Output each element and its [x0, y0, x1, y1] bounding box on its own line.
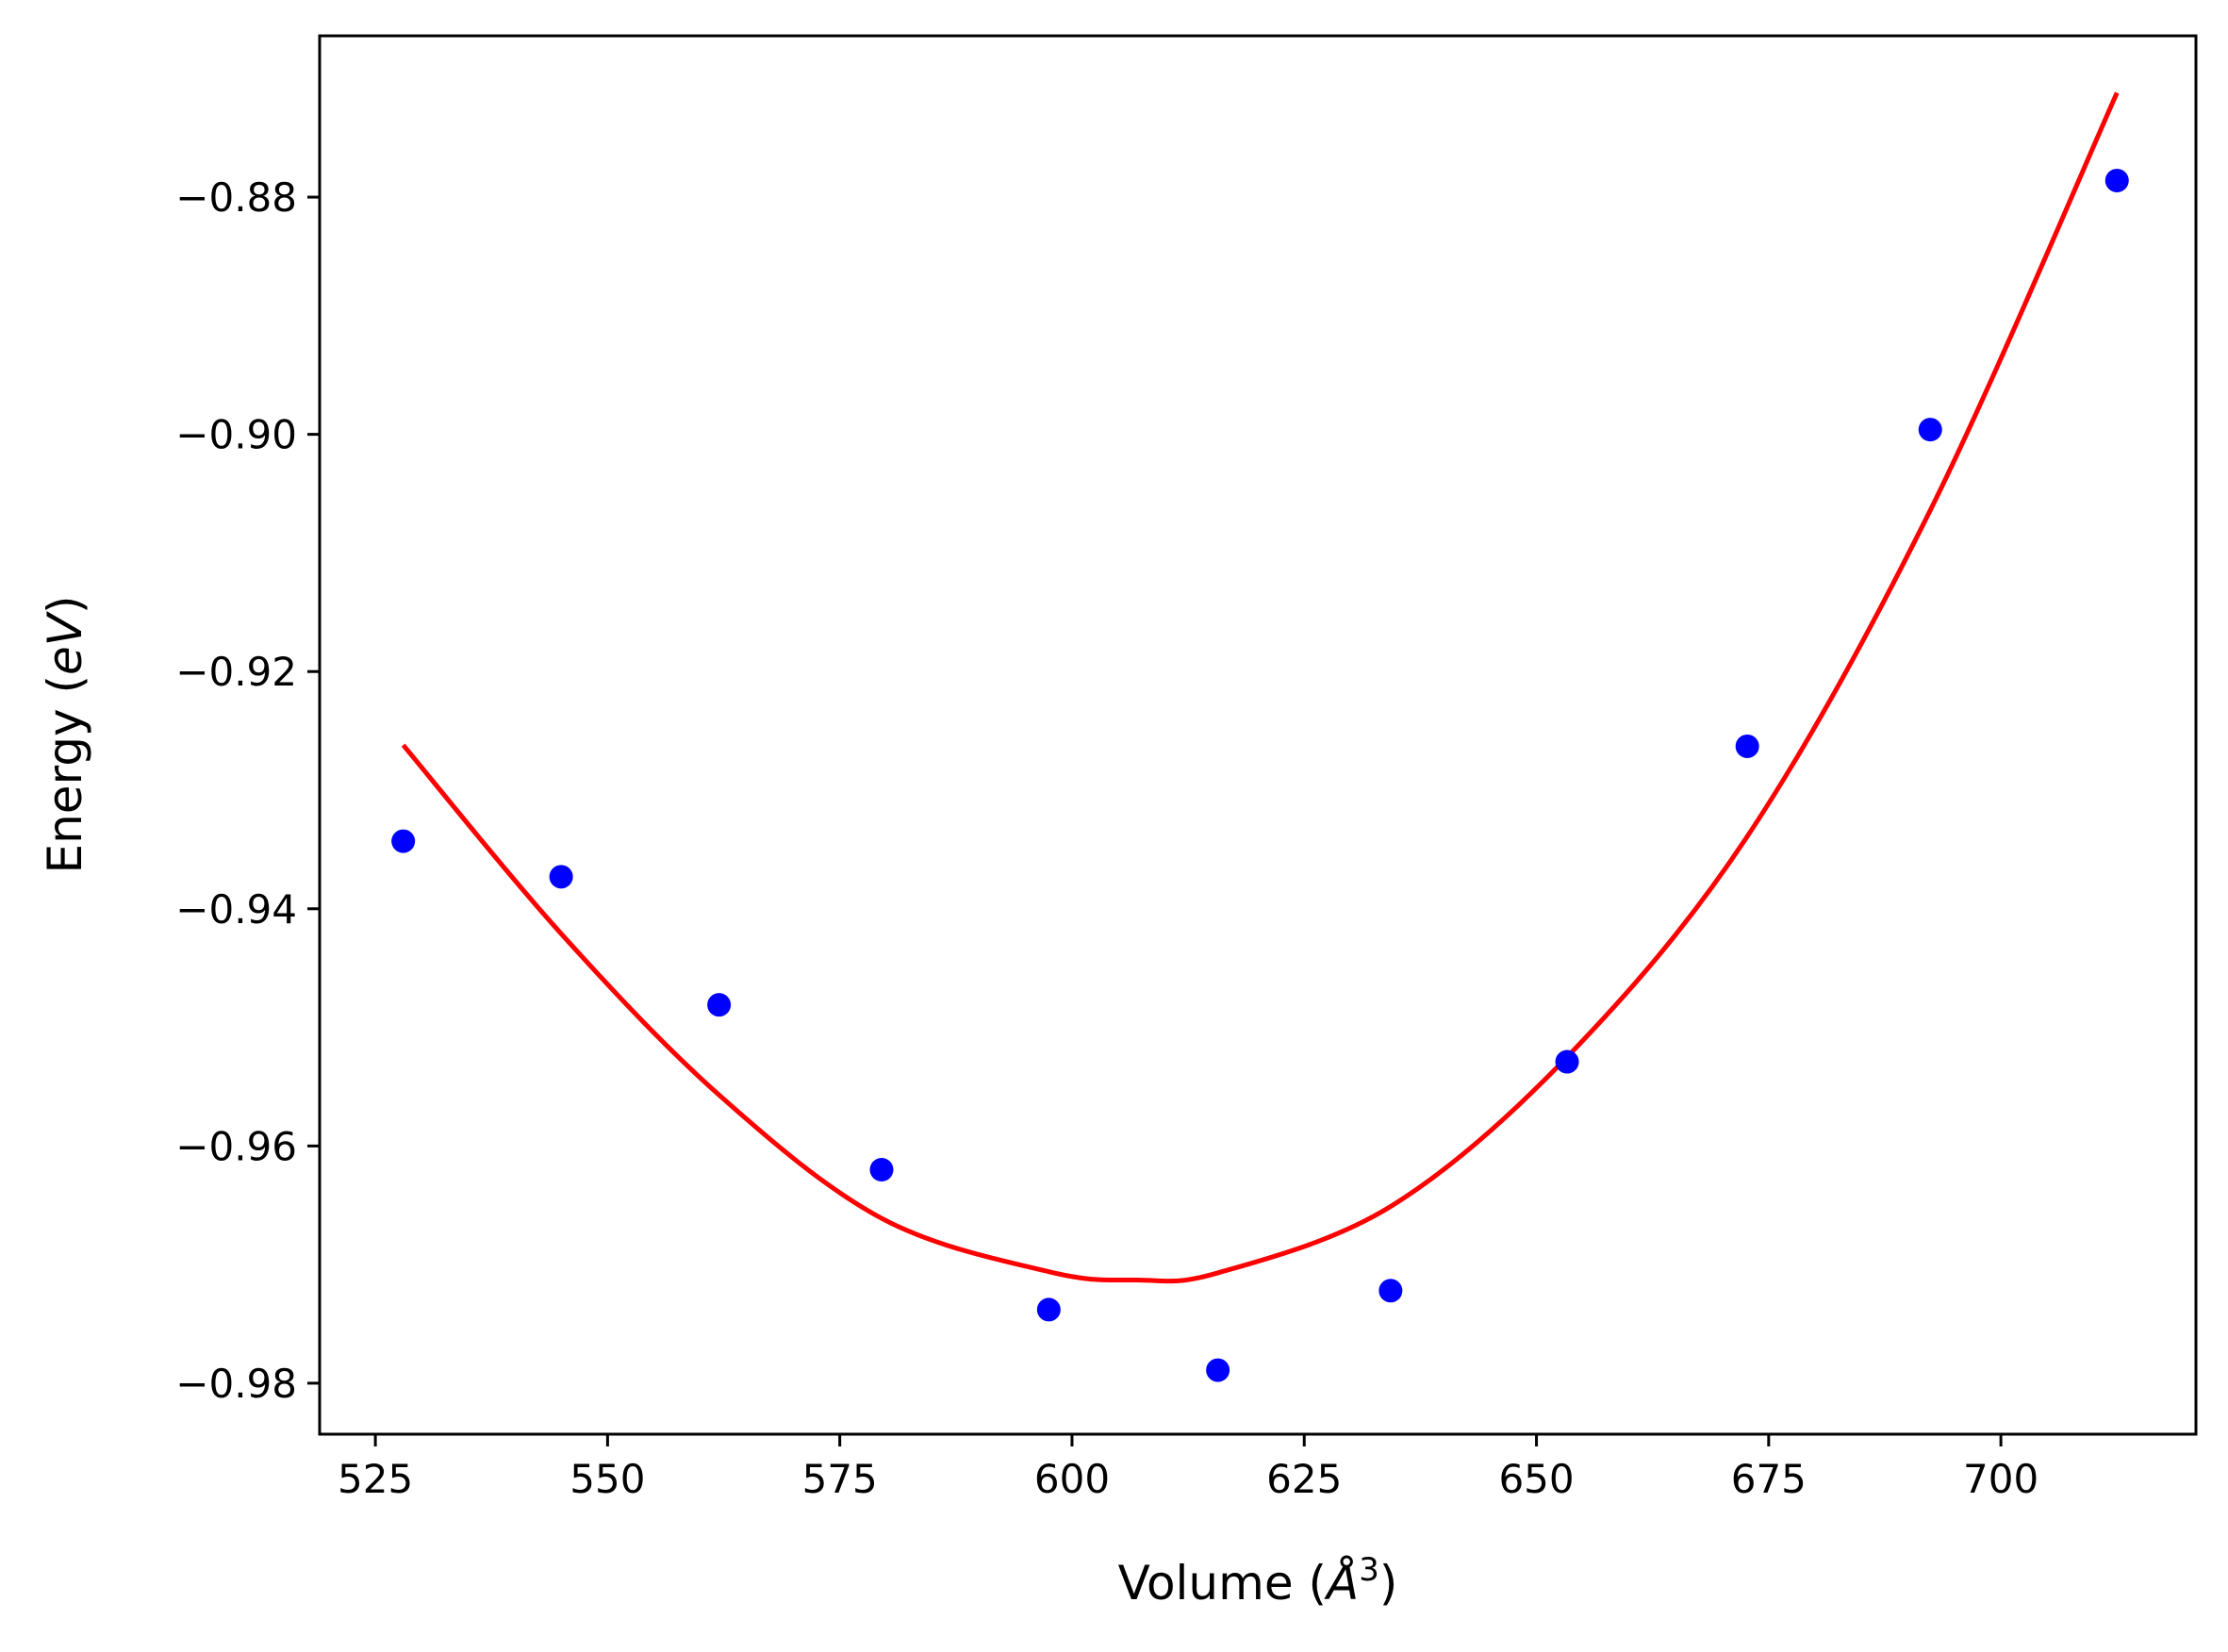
data-point: [1036, 1297, 1061, 1322]
data-points-layer: [391, 168, 2129, 1382]
data-point: [549, 865, 573, 889]
plot-frame: [318, 34, 2198, 1436]
y-tick-label: −0.96: [175, 1123, 297, 1169]
y-axis-label-prefix: Energy (: [38, 675, 92, 873]
y-axis-label-suffix: ): [38, 596, 92, 615]
x-axis-label: Volume (Å3): [1118, 1551, 1398, 1611]
y-tick-label: −0.88: [175, 174, 297, 221]
x-tick-label: 600: [1034, 1456, 1110, 1502]
data-point: [1735, 734, 1759, 758]
data-point: [1918, 418, 1942, 442]
data-point: [1378, 1279, 1403, 1303]
data-point: [707, 993, 732, 1017]
fit-curve-layer: [401, 91, 2120, 1284]
y-tick-label: −0.98: [175, 1361, 297, 1407]
x-tick-label: 625: [1266, 1456, 1342, 1502]
data-point: [1555, 1049, 1579, 1074]
x-tick-label: 700: [1963, 1456, 2038, 1502]
y-axis-label: Energy (eV): [38, 596, 92, 874]
y-tick-label: −0.92: [175, 649, 297, 695]
data-point: [1206, 1358, 1230, 1382]
data-point: [391, 829, 416, 853]
data-point: [869, 1158, 894, 1182]
x-axis: 525 550 575 600 625 650 675 700: [338, 1434, 2038, 1502]
x-axis-label-prefix: Volume (: [1118, 1556, 1327, 1611]
y-tick-label: −0.90: [175, 412, 297, 458]
y-axis: −0.88 −0.90 −0.92 −0.94 −0.96 −0.98: [175, 174, 320, 1407]
x-axis-label-unit: Å: [1324, 1556, 1359, 1611]
x-tick-label: 550: [569, 1456, 645, 1502]
x-tick-label: 650: [1498, 1456, 1574, 1502]
x-tick-label: 675: [1731, 1456, 1807, 1502]
data-point: [2104, 168, 2129, 192]
y-axis-label-unit: eV: [38, 610, 92, 675]
x-tick-label: 525: [338, 1456, 413, 1502]
y-tick-label: −0.94: [175, 886, 297, 933]
x-tick-label: 575: [802, 1456, 878, 1502]
fit-curve: [401, 91, 2120, 1284]
x-axis-label-unit-exponent: 3: [1359, 1551, 1379, 1589]
x-axis-label-suffix: ): [1379, 1556, 1398, 1611]
